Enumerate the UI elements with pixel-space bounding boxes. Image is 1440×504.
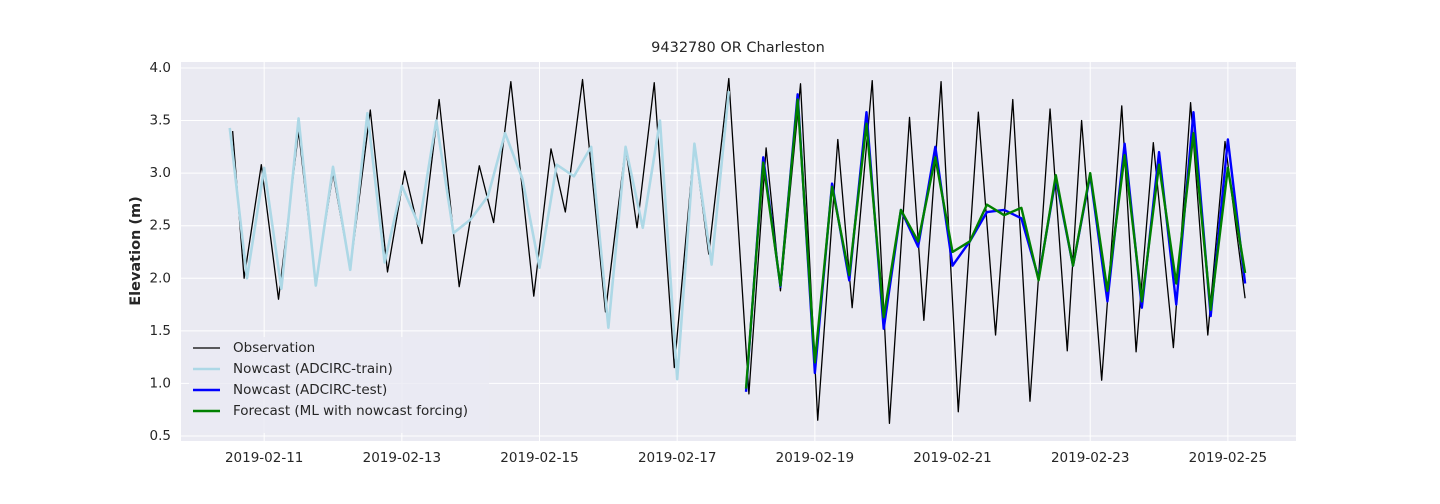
y-tick-label: 0.5 bbox=[150, 428, 171, 444]
y-tick-label: 1.5 bbox=[150, 323, 171, 339]
legend-label: Nowcast (ADCIRC-test) bbox=[233, 382, 387, 398]
plot bbox=[228, 77, 1247, 424]
legend-label: Observation bbox=[233, 340, 315, 356]
y-tick-label: 2.5 bbox=[150, 218, 171, 234]
x-tick-label: 2019-02-13 bbox=[363, 450, 441, 466]
y-axis-label: Elevation (m) bbox=[128, 196, 144, 306]
legend-box bbox=[189, 337, 489, 433]
x-tick-label: 2019-02-11 bbox=[225, 450, 303, 466]
x-tick-label: 2019-02-21 bbox=[913, 450, 991, 466]
chart-title: 9432780 OR Charleston bbox=[651, 40, 825, 56]
x-tick-label: 2019-02-17 bbox=[638, 450, 716, 466]
y-tick-label: 2.0 bbox=[150, 270, 171, 286]
y-tick-label: 3.0 bbox=[150, 165, 171, 181]
x-tick-label: 2019-02-23 bbox=[1051, 450, 1129, 466]
y-tick-label: 1.0 bbox=[150, 375, 171, 391]
series-line bbox=[744, 98, 1247, 389]
x-tick-label: 2019-02-25 bbox=[1189, 450, 1267, 466]
y-tick-label: 4.0 bbox=[150, 60, 171, 76]
y-tick-label: 3.5 bbox=[150, 113, 171, 129]
legend-label: Nowcast (ADCIRC-train) bbox=[233, 361, 393, 377]
x-tick-label: 2019-02-15 bbox=[500, 450, 578, 466]
x-tick-label: 2019-02-19 bbox=[776, 450, 854, 466]
series-line bbox=[228, 90, 731, 381]
legend-label: Forecast (ML with nowcast forcing) bbox=[233, 403, 468, 419]
legend: Observation Nowcast (ADCIRC-train) Nowcast… bbox=[189, 337, 489, 433]
series-line bbox=[231, 77, 1246, 424]
